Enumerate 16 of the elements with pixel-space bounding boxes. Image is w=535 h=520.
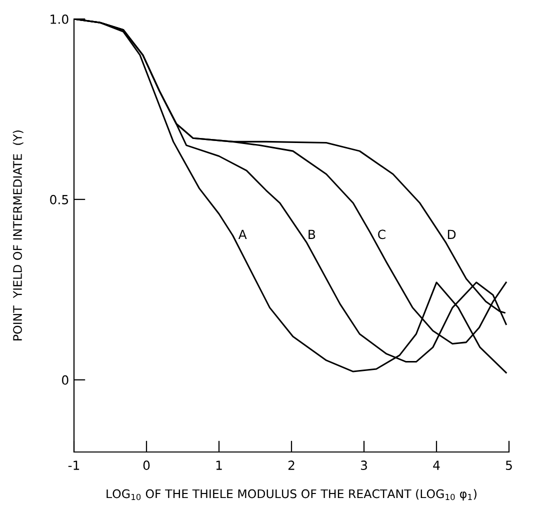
x-tick-label: 1 <box>216 460 222 470</box>
y-tick-label: 0 <box>62 375 68 385</box>
x-tick-label: 5 <box>506 460 512 470</box>
x-tick-label: 2 <box>288 460 294 470</box>
y-axis-title: POINT YIELD OF INTERMEDIATE (Y) <box>12 130 24 340</box>
x-axis-title: LOG$_{10}$ OF THE THIELE MODULUS OF THE REACTANT (LOG$_{10}$ φ$_{1}$) <box>106 489 476 501</box>
series-label: B <box>308 230 316 239</box>
x-tick-label: 0 <box>143 460 150 470</box>
y-tick-label: 1.0 <box>50 14 68 24</box>
x-tick-label: 3 <box>360 460 367 470</box>
series-label: D <box>448 230 456 239</box>
series-label: C <box>378 230 386 240</box>
x-tick-label: 4 <box>433 460 440 470</box>
x-tick-label: -1 <box>68 460 80 470</box>
y-tick-label: 0.5 <box>50 194 68 204</box>
series-label: A <box>238 230 247 239</box>
